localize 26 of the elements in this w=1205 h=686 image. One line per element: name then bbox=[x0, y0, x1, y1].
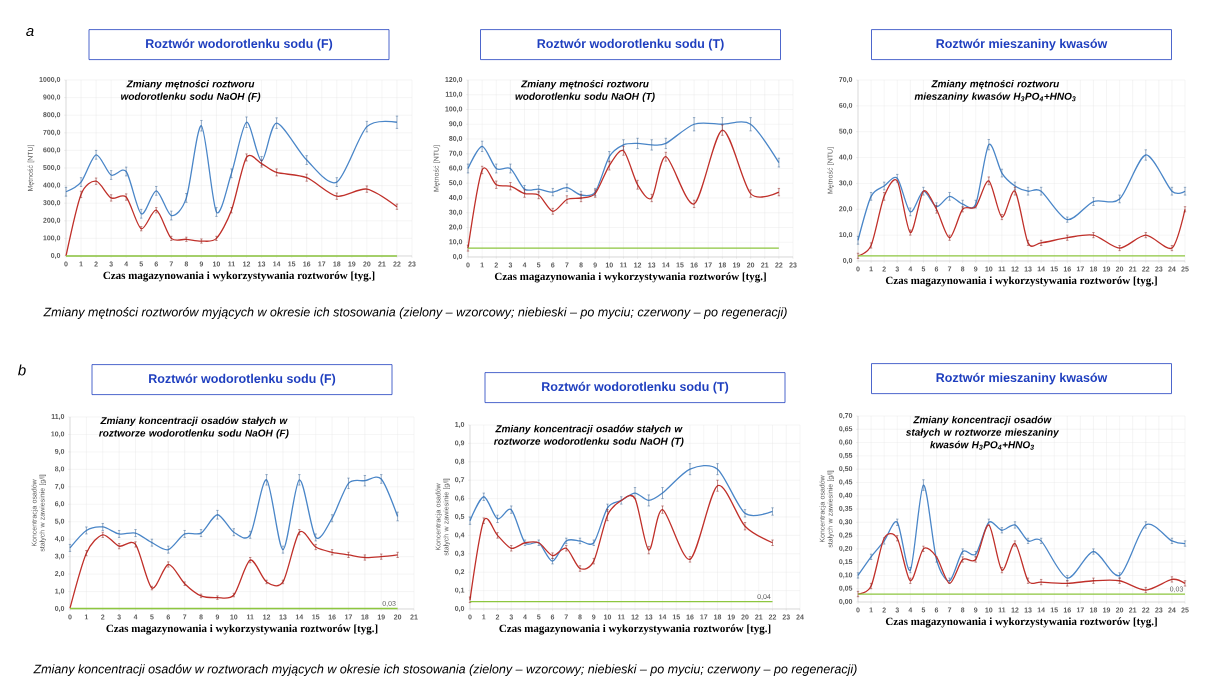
text: Zmiany mętności roztworu wodorotlenku sodu NaOH (F) bbox=[121, 80, 261, 102]
line-series bbox=[857, 484, 1186, 582]
line-series bbox=[65, 120, 398, 217]
x-axis-title: Czas magazynowania i wykorzystywania roztworów [tyg.] bbox=[885, 617, 1157, 628]
text: Zmiany koncentracji osadów stałych w roztworze mieszaniny kwasów H$_{3}$PO$_{4}$+HNO$_{3}$ bbox=[905, 415, 1060, 450]
text: Zmiany koncentracji osadów stałych w roztworze wodorotlenku sodu NaOH (T) bbox=[493, 424, 684, 447]
x-axis-title: Czas magazynowania i wykorzystywania roztworów [tyg.] bbox=[106, 624, 378, 635]
chart-title: Roztwór mieszaniny kwasów bbox=[936, 38, 1108, 51]
chart-title: Roztwór mieszaniny kwasów bbox=[936, 372, 1108, 385]
text: Zmiany mętności roztworów myjących w okresie ich stosowania (zielony – wzorcowy; niebieski – po myciu; czerwony – po regeneracji) bbox=[43, 307, 787, 319]
chart-title: Roztwór wodorotlenku sodu (T) bbox=[542, 381, 729, 394]
line-series bbox=[857, 179, 1186, 257]
text: Zmiany koncentracji osadów w roztworach myjących w okresie ich stosowania (zielony – wzorcowy; niebieski – po myciu; czerwony – po regeneracji) bbox=[33, 664, 857, 676]
text: b bbox=[18, 364, 26, 376]
text: Zmiany koncentracji osadów stałych w roztworze wodorotlenku sodu NaOH (F) bbox=[99, 416, 289, 439]
line-series bbox=[69, 530, 399, 609]
text: a bbox=[26, 27, 34, 37]
chart-title: Roztwór wodorotlenku sodu (F) bbox=[149, 373, 336, 386]
text: Zmiany mętności roztworu mieszaniny kwasów H$_{3}$PO$_{4}$+HNO$_{3}$ bbox=[914, 79, 1076, 102]
x-axis-title: Czas magazynowania i wykorzystywania roztworów [tyg.] bbox=[103, 271, 375, 282]
x-axis-title: Czas magazynowania i wykorzystywania roztworów [tyg.] bbox=[499, 624, 771, 635]
x-axis-title: Czas magazynowania i wykorzystywania roztworów [tyg.] bbox=[885, 276, 1157, 287]
text: Zmiany mętności roztworu wodorotlenku sodu NaOH (T) bbox=[515, 79, 655, 102]
chart-title: Roztwór wodorotlenku sodu (T) bbox=[537, 38, 724, 51]
x-axis-title: Czas magazynowania i wykorzystywania roztworów [tyg.] bbox=[494, 272, 766, 283]
chart-title: Roztwór wodorotlenku sodu (F) bbox=[146, 38, 333, 51]
